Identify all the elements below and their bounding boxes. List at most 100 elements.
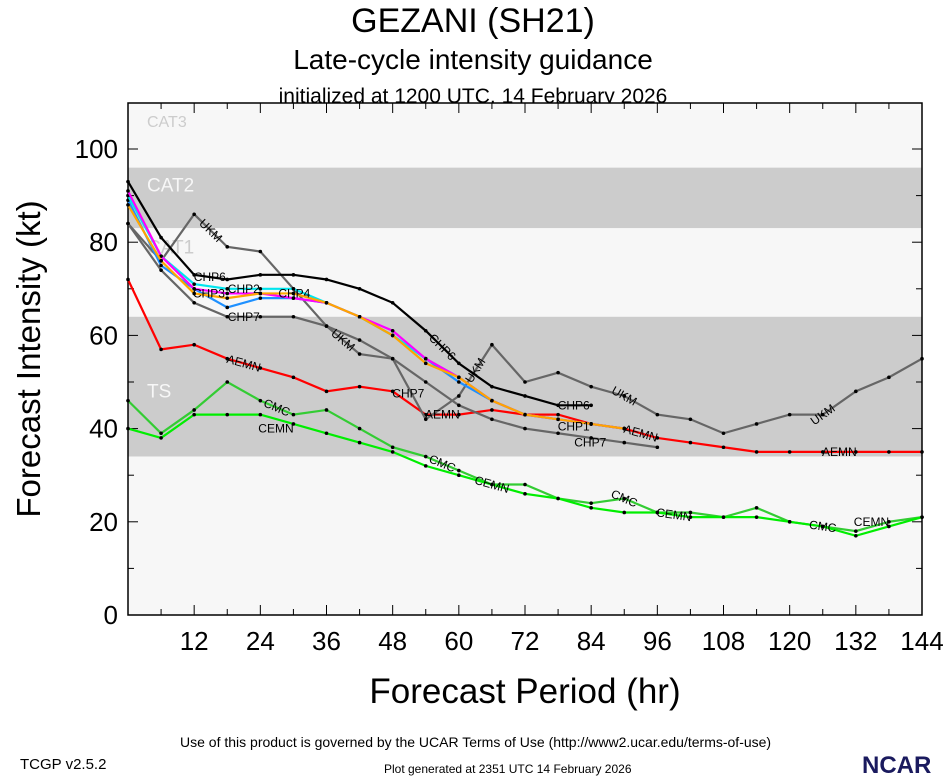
version: TCGP v2.5.2 bbox=[20, 756, 107, 773]
y-axis-label: Forecast Intensity (kt) bbox=[10, 200, 47, 517]
data-point bbox=[423, 328, 428, 333]
data-point bbox=[589, 506, 593, 510]
data-point bbox=[622, 426, 627, 431]
data-point bbox=[721, 431, 726, 436]
y-tick-label: 60 bbox=[89, 320, 118, 350]
chart-subtitle: Late-cycle intensity guidance bbox=[293, 44, 653, 75]
data-point bbox=[556, 370, 560, 375]
data-point bbox=[655, 436, 660, 440]
data-point bbox=[622, 440, 627, 445]
data-point bbox=[357, 440, 362, 445]
data-point bbox=[390, 389, 395, 394]
y-tick-label: 20 bbox=[89, 507, 118, 537]
data-point bbox=[357, 287, 362, 291]
data-point bbox=[357, 426, 362, 431]
data-point bbox=[754, 515, 759, 519]
data-point bbox=[159, 235, 163, 240]
data-point bbox=[225, 287, 230, 291]
x-tick-label: 48 bbox=[378, 626, 407, 656]
data-point bbox=[291, 273, 296, 277]
data-point bbox=[556, 403, 560, 408]
data-point bbox=[225, 291, 230, 296]
data-point bbox=[523, 482, 527, 487]
data-point bbox=[490, 417, 494, 422]
data-point bbox=[490, 482, 494, 487]
x-tick-label: 108 bbox=[702, 626, 745, 656]
data-point bbox=[390, 328, 395, 333]
data-point bbox=[655, 412, 660, 417]
series-label: CMC bbox=[808, 518, 837, 536]
data-point bbox=[258, 398, 263, 403]
data-point bbox=[490, 408, 494, 412]
data-point bbox=[324, 300, 329, 305]
series-label: CHP3 bbox=[193, 286, 225, 300]
data-point bbox=[324, 408, 329, 412]
data-point bbox=[457, 375, 461, 380]
data-point bbox=[457, 468, 461, 473]
data-point bbox=[390, 450, 395, 454]
data-point bbox=[523, 380, 527, 384]
data-point bbox=[291, 422, 296, 426]
data-point bbox=[523, 394, 527, 398]
data-point bbox=[854, 389, 858, 394]
data-point bbox=[887, 450, 891, 454]
data-point bbox=[126, 203, 130, 207]
data-point bbox=[357, 338, 362, 342]
data-point bbox=[920, 515, 924, 519]
data-point bbox=[854, 533, 858, 538]
data-point bbox=[258, 249, 263, 254]
data-point bbox=[225, 380, 230, 384]
data-point bbox=[457, 403, 461, 408]
data-point bbox=[225, 356, 230, 361]
data-point bbox=[357, 352, 362, 356]
data-point bbox=[192, 291, 196, 296]
data-point bbox=[920, 356, 924, 361]
series-label: CHP6 bbox=[194, 270, 226, 284]
data-point bbox=[423, 356, 428, 361]
data-point bbox=[258, 291, 263, 296]
data-point bbox=[688, 515, 693, 519]
data-point bbox=[523, 426, 527, 431]
data-point bbox=[324, 277, 329, 282]
series-label: CHP7 bbox=[574, 436, 606, 450]
data-point bbox=[225, 296, 230, 300]
series-cemn bbox=[126, 412, 924, 538]
data-point bbox=[159, 347, 163, 352]
x-tick-label: 96 bbox=[643, 626, 672, 656]
band-label: TS bbox=[147, 381, 171, 402]
data-point bbox=[457, 473, 461, 478]
data-point bbox=[820, 524, 825, 529]
series-line bbox=[127, 204, 625, 430]
data-point bbox=[490, 398, 494, 403]
data-point bbox=[523, 492, 527, 496]
data-point bbox=[457, 380, 461, 384]
data-point bbox=[854, 450, 858, 454]
data-point bbox=[556, 417, 560, 422]
band-label: CAT2 bbox=[147, 176, 194, 197]
data-point bbox=[126, 179, 130, 184]
data-point bbox=[589, 422, 593, 426]
series-label: CHP4 bbox=[278, 286, 310, 300]
data-point bbox=[423, 380, 428, 384]
data-point bbox=[589, 501, 593, 505]
y-tick-label: 80 bbox=[89, 227, 118, 257]
series-label: CHP7 bbox=[392, 387, 424, 401]
x-tick-label: 144 bbox=[900, 626, 943, 656]
data-point bbox=[490, 342, 494, 347]
data-point bbox=[126, 221, 130, 226]
series-label: CEMN bbox=[655, 505, 692, 524]
data-point bbox=[159, 431, 163, 436]
data-point bbox=[159, 254, 163, 258]
data-point bbox=[589, 384, 593, 389]
data-point bbox=[159, 259, 163, 263]
data-point bbox=[820, 450, 825, 454]
data-point bbox=[159, 268, 163, 272]
data-point bbox=[457, 412, 461, 417]
data-point bbox=[887, 524, 891, 529]
data-point bbox=[754, 422, 759, 426]
band-label: CAT3 bbox=[147, 114, 187, 131]
data-point bbox=[887, 520, 891, 524]
data-point bbox=[291, 412, 296, 417]
x-tick-label: 120 bbox=[768, 626, 811, 656]
data-point bbox=[225, 305, 230, 310]
